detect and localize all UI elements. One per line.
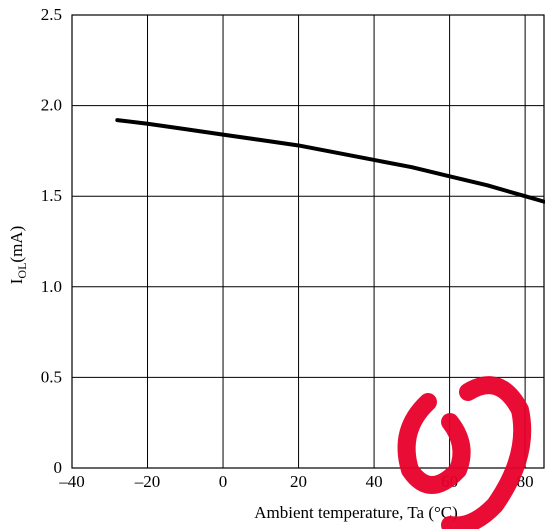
- x-tick-label: 40: [366, 472, 383, 491]
- x-tick-label: 20: [290, 472, 307, 491]
- svg-text:IOL(mA): IOL(mA): [7, 226, 29, 285]
- y-tick-label: 1.5: [41, 186, 62, 205]
- grid-lines: [71, 14, 544, 469]
- x-tick-label: –20: [134, 472, 161, 491]
- y-tick-label: 1.0: [41, 277, 62, 296]
- y-tick-label: 2.5: [41, 5, 62, 24]
- y-tick-label: 0: [54, 458, 63, 477]
- y-tick-label: 2.0: [41, 96, 62, 115]
- series-line: [115, 118, 545, 204]
- plot-frame: [71, 14, 545, 469]
- x-tick-label: 0: [219, 472, 228, 491]
- y-axis-title-sub: OL: [15, 263, 29, 279]
- red-watermark-mark: [397, 376, 532, 529]
- y-axis-title: IOL(mA): [7, 226, 29, 285]
- y-tick-label: 0.5: [41, 367, 62, 386]
- x-tick-label: –40: [58, 472, 85, 491]
- y-axis-title-unit: (mA): [7, 226, 26, 263]
- x-axis-title: Ambient temperature, Ta (°C): [254, 503, 458, 522]
- y-axis-title-main: I: [7, 278, 26, 284]
